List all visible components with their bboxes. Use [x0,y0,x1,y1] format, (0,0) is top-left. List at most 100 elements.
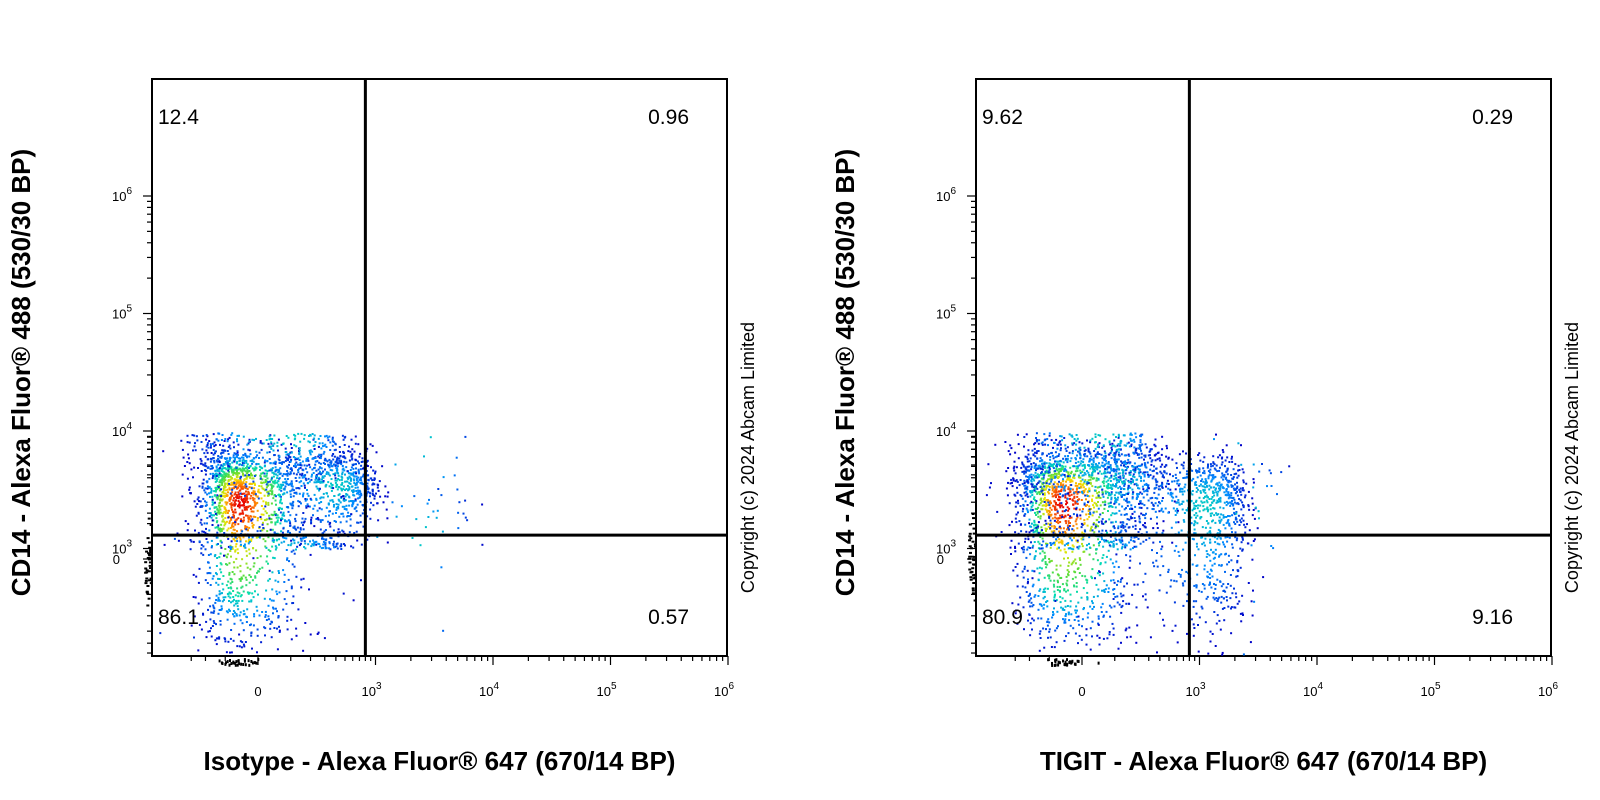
event-point [1030,508,1033,511]
event-point [1118,472,1121,475]
event-point [1020,466,1023,469]
event-point [209,460,212,463]
event-point [278,477,281,480]
event-point [1161,475,1164,478]
event-point [1110,579,1112,582]
event-point [1025,487,1028,490]
event-point [1035,474,1038,477]
event-point [1068,451,1071,454]
event-point [319,481,322,484]
event-point [1218,454,1221,457]
event-point [306,492,309,495]
event-point [325,434,328,437]
event-point [1125,497,1128,500]
event-point [366,485,369,488]
event-point [1041,462,1043,465]
event-point [1069,522,1071,524]
event-point [277,471,280,474]
event-point [1135,448,1138,451]
event-point [214,451,216,454]
event-point [340,475,343,478]
event-point [1109,452,1112,454]
event-point [1221,472,1224,475]
event-point [307,477,310,480]
event-point [291,485,294,488]
event-point [270,599,273,602]
event-point [1059,595,1062,598]
event-point [214,444,217,446]
event-point [271,467,274,470]
event-point [1048,478,1051,481]
event-point [241,499,244,502]
event-point [1055,460,1058,463]
event-point [254,504,257,507]
event-point [1051,454,1054,457]
event-point [259,555,262,558]
event-point [1067,478,1070,481]
event-point [457,527,460,530]
event-point [268,514,271,517]
event-point [265,480,268,483]
event-point [1131,465,1134,468]
event-point [1159,465,1162,468]
event-point [1088,460,1091,463]
event-point [1075,488,1078,491]
event-point [1055,491,1058,494]
tick-label-base: 10 [112,307,126,322]
event-point [1015,609,1017,612]
event-point [241,469,244,472]
event-point [312,544,315,547]
event-point [325,446,328,448]
event-point [209,572,212,575]
event-point [1043,576,1046,579]
event-point [278,591,281,594]
event-point [244,525,247,528]
event-point [295,473,298,476]
event-point [1033,484,1036,487]
event-point [1058,530,1061,533]
event-point [202,612,204,615]
event-point [1086,455,1089,458]
event-point [303,476,306,479]
event-point [358,462,360,465]
event-point [313,525,316,528]
event-point [1043,646,1046,649]
event-point [217,528,220,531]
event-point [244,497,247,500]
event-point [255,549,258,552]
event-point [315,498,318,501]
event-point [1085,498,1087,501]
event-point [1115,512,1118,515]
event-point [1070,563,1073,566]
event-point [289,544,292,547]
event-point [298,487,301,490]
event-point [1111,622,1114,625]
event-point [265,512,268,515]
event-point [1059,585,1061,588]
event-point [246,514,249,517]
event-point [1089,482,1092,485]
event-point [1014,531,1017,534]
event-point [1030,473,1033,476]
event-point [351,504,354,506]
event-point [1039,531,1042,534]
event-point [217,524,220,527]
event-point [1198,468,1201,471]
event-point [350,466,353,469]
event-point [223,486,226,489]
event-point [242,519,245,522]
event-point [1092,511,1095,514]
event-point [1028,476,1031,479]
event-point [357,497,359,500]
event-point [305,479,308,482]
event-point [1160,548,1163,551]
event-point [1088,508,1091,511]
event-point [1062,480,1065,483]
event-point [1037,540,1040,543]
event-point [289,451,292,454]
event-point [204,579,207,582]
event-point [1063,470,1066,472]
event-point [283,598,286,601]
event-point [1167,571,1170,573]
